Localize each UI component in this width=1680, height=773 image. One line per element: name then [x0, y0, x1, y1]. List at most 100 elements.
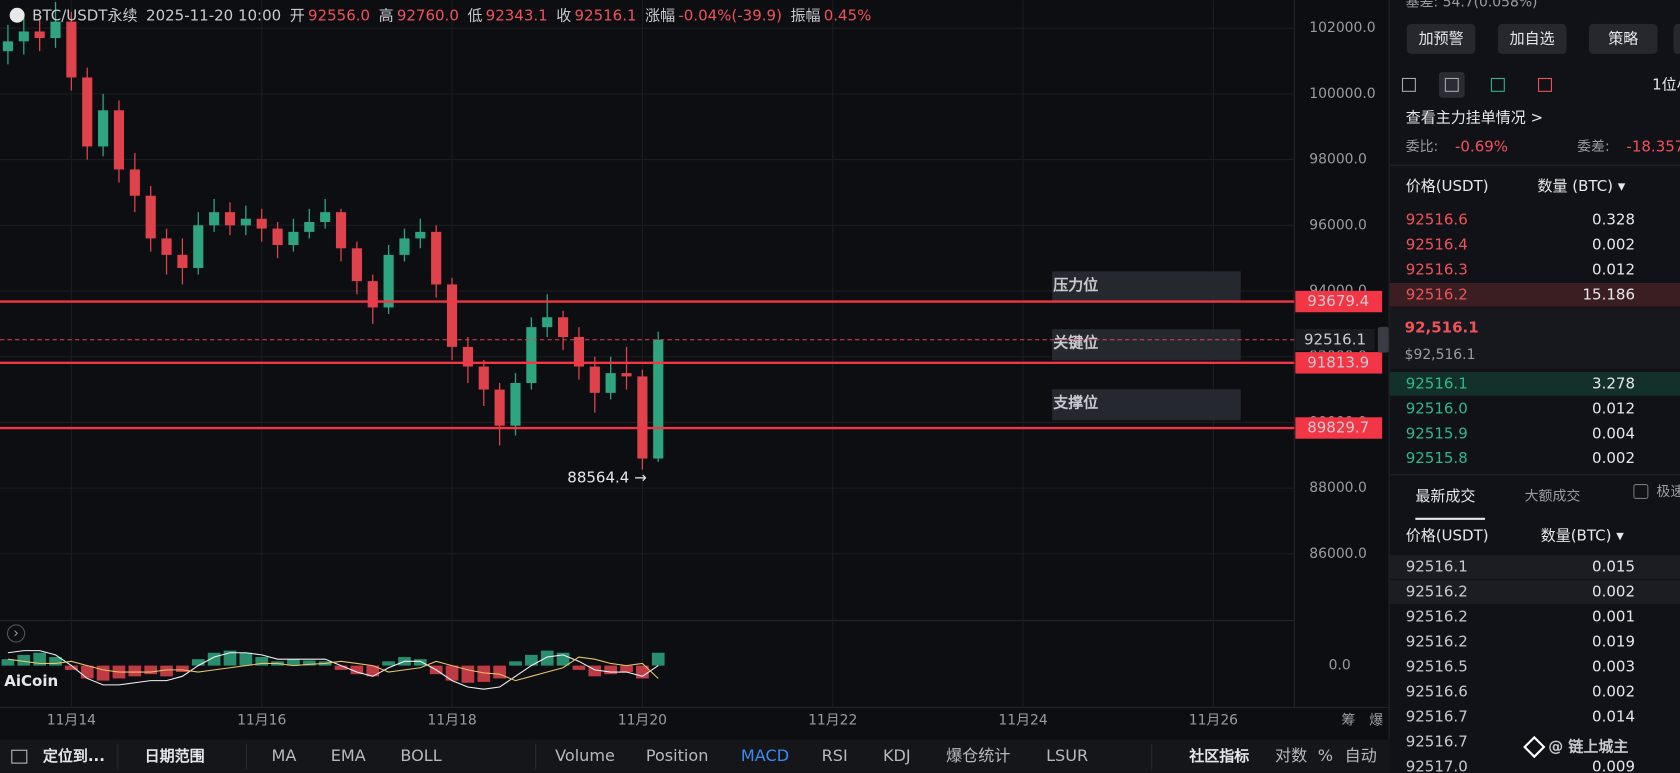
candle-body: [415, 231, 426, 239]
candle-body: [18, 31, 29, 42]
candle-body: [98, 110, 109, 147]
axis-option[interactable]: 自动: [1345, 746, 1377, 765]
watermark: @ 链上城主: [1548, 738, 1628, 756]
candle-body: [399, 238, 410, 255]
depth-link[interactable]: 查看主力挂单情况 >: [1406, 109, 1543, 127]
candle-body: [510, 382, 521, 426]
indicator[interactable]: KDJ: [883, 746, 911, 765]
collapse-icon[interactable]: [6, 624, 26, 643]
diff: -18.357: [1626, 138, 1680, 156]
collapse-arrow[interactable]: ›: [13, 625, 19, 641]
macd-bar: [540, 650, 554, 666]
book-view-icon[interactable]: [1490, 77, 1505, 92]
level-tag-label: 91813.9: [1307, 353, 1369, 371]
macd-bar: [49, 657, 62, 666]
tab[interactable]: 大额成交: [1525, 487, 1581, 504]
toolbar: [0, 739, 1390, 773]
indicator[interactable]: LSUR: [1046, 746, 1088, 765]
trade-qty: 0.003: [1592, 657, 1635, 675]
indicator[interactable]: BOLL: [400, 746, 441, 765]
bid-qty: 0.002: [1592, 449, 1635, 467]
basis: 基差: 54.7(0.058%): [1406, 0, 1538, 10]
ask-qty: 15.186: [1583, 285, 1636, 303]
book-header-qty[interactable]: 数量 (BTC) ▾: [1538, 177, 1626, 195]
candle-body: [558, 317, 569, 337]
candle-body: [66, 21, 77, 78]
locate-icon[interactable]: [11, 749, 28, 764]
tag-arrow[interactable]: [1377, 326, 1389, 353]
trade-qty: 0.001: [1592, 607, 1635, 625]
candle-body: [304, 222, 315, 232]
header-change-label: 涨幅: [645, 6, 675, 24]
candle-body: [2, 41, 14, 52]
macd-bar: [525, 654, 538, 666]
chip-icon[interactable]: 筹: [1341, 711, 1355, 728]
locate[interactable]: 定位到...: [43, 747, 105, 765]
button-label[interactable]: 加预警: [1419, 29, 1464, 47]
header-time: 2025-11-20 10:00: [146, 6, 281, 24]
indicator[interactable]: 爆仓统计: [946, 746, 1010, 765]
range[interactable]: 日期范围: [145, 747, 205, 765]
book-view-icon[interactable]: [1444, 77, 1459, 92]
book-view-icon[interactable]: [1538, 77, 1552, 92]
indicator[interactable]: MA: [271, 746, 296, 765]
candle-body: [272, 228, 283, 246]
book-view-icon[interactable]: [1401, 77, 1416, 92]
symbol-icon: [9, 7, 25, 23]
macd-bar: [17, 654, 31, 666]
candle-body: [320, 212, 331, 223]
candle-body: [288, 231, 299, 246]
macd-bar: [239, 652, 253, 666]
logo: AiCoin: [4, 672, 58, 690]
candle-body: [224, 212, 236, 226]
button-label[interactable]: 策略: [1608, 29, 1638, 47]
button[interactable]: [1497, 23, 1567, 54]
bid-price: 92515.9: [1406, 424, 1468, 442]
ask-price: 92516.3: [1406, 260, 1468, 278]
level-name: 支撑位: [1052, 394, 1098, 412]
x-tick-label: 11月24: [998, 712, 1047, 728]
button-label[interactable]: 加自选: [1510, 29, 1555, 47]
candle-body: [526, 327, 537, 383]
ask-price: 92516.6: [1406, 210, 1468, 228]
macd-bar: [588, 665, 602, 677]
trade-qty: 0.002: [1592, 682, 1635, 700]
icon-active[interactable]: [1438, 72, 1465, 98]
indicator[interactable]: Volume: [555, 746, 615, 765]
axis-option[interactable]: %: [1318, 746, 1333, 765]
level-tag-label: 89829.7: [1307, 419, 1369, 437]
indicator[interactable]: MACD: [741, 746, 789, 765]
macd-bar: [302, 660, 316, 666]
row-highlight: [1389, 283, 1680, 307]
trade-price: 92516.2: [1406, 582, 1468, 600]
trade-header-qty[interactable]: 数量(BTC) ▾: [1541, 526, 1625, 544]
button[interactable]: [1588, 23, 1658, 54]
candle-body: [193, 225, 204, 269]
button[interactable]: [1673, 23, 1680, 54]
precision[interactable]: 1位小: [1652, 75, 1680, 93]
mid-usd: $92,516.1: [1405, 347, 1476, 363]
trade-price: 92516.6: [1406, 682, 1468, 700]
button[interactable]: [1406, 23, 1476, 54]
candle-body: [351, 248, 362, 282]
macd-bar: [96, 665, 110, 681]
ask-price: 92516.2: [1406, 285, 1468, 303]
header-close: 92516.1: [575, 6, 637, 24]
axis-option[interactable]: 对数: [1275, 746, 1307, 765]
candle-body: [367, 281, 378, 308]
indicator[interactable]: EMA: [331, 746, 366, 765]
community[interactable]: 社区指标: [1188, 747, 1249, 765]
checkbox[interactable]: [1633, 484, 1649, 499]
indicator[interactable]: RSI: [822, 746, 848, 765]
candle-body: [542, 317, 553, 328]
level-box: [1052, 329, 1241, 361]
indicator[interactable]: Position: [646, 746, 709, 765]
macd-bar: [287, 659, 300, 666]
candle-body: [573, 336, 585, 367]
macd-bar: [651, 652, 665, 666]
tab-active[interactable]: 最新成交: [1415, 487, 1475, 505]
bid-price: 92516.1: [1406, 374, 1468, 392]
liq-icon[interactable]: 爆: [1369, 712, 1383, 728]
macd-bar: [144, 665, 158, 675]
book-header-price: 价格(USDT): [1406, 177, 1489, 195]
